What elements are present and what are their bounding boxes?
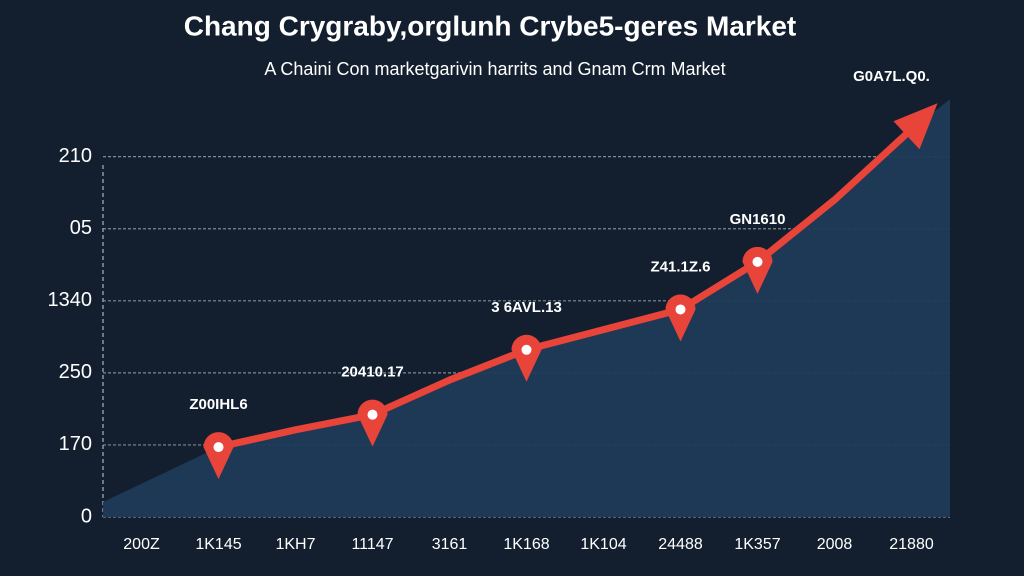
area	[103, 99, 950, 517]
marker-pin	[511, 334, 542, 382]
x-tick-label: 21880	[889, 536, 934, 553]
y-tick-label: 170	[59, 433, 92, 455]
x-tick-label: 3161	[432, 536, 468, 553]
marker-dot	[752, 256, 763, 267]
x-tick-label: 11147	[351, 536, 393, 553]
line	[215, 125, 915, 451]
x-tick-label: 1K168	[503, 536, 549, 553]
marker-dot	[521, 344, 532, 355]
marker-pin	[357, 399, 388, 447]
chart-subtitle: A Chaini Con marketgarivin harrits and G…	[264, 59, 725, 79]
y-tick-label: 05	[70, 217, 92, 239]
marker-dot	[367, 409, 378, 420]
annotation: 20410.17	[341, 364, 404, 381]
x-tick-label: 200Z	[123, 536, 160, 553]
annotation: 3 6AVL.13	[491, 299, 562, 316]
y-tick-label: 0	[81, 505, 92, 527]
chart-title: Chang Crygraby,orglunh Crybe5-geres Mark…	[184, 10, 797, 41]
x-tick-label: 1KH7	[275, 536, 315, 553]
y-tick-label: 250	[59, 361, 92, 383]
x-tick-label: 2008	[817, 536, 853, 553]
marker-dot	[213, 442, 224, 453]
x-tick-label: 1K145	[195, 536, 241, 553]
arrow-head	[893, 103, 938, 150]
y-tick-label: 210	[59, 145, 92, 167]
marker-pin	[203, 432, 234, 480]
x-tick-label: 24488	[658, 536, 703, 553]
x-tick-label: 1K357	[734, 536, 780, 553]
annotation: G0A7L.Q0.	[853, 68, 930, 85]
y-tick-label: 1340	[48, 289, 93, 311]
marker-dot	[675, 304, 686, 315]
annotation: GN1610	[730, 211, 786, 228]
x-tick-label: 1K104	[580, 536, 626, 553]
annotation: Z00IHL6	[189, 396, 247, 413]
marker-pin	[742, 246, 773, 294]
marker-pin	[665, 294, 696, 342]
annotation: Z41.1Z.6	[650, 258, 710, 275]
